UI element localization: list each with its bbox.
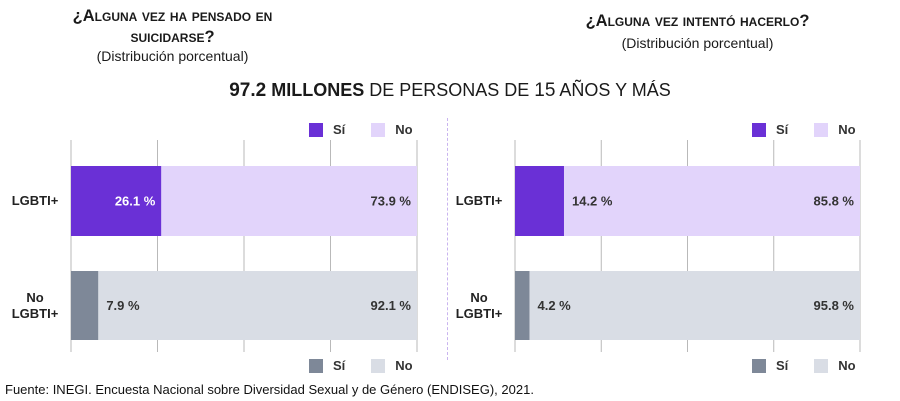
chart1-row-label-no-lgbti: No LGBTI+ — [0, 290, 70, 322]
legend-swatch-si — [752, 358, 766, 373]
legend-label-si: Sí — [333, 358, 346, 373]
headline-unit: MILLONES — [266, 80, 365, 100]
chart1-data-label-no: 73.9 % — [371, 194, 412, 209]
row-label-line2: LGBTI+ — [11, 306, 59, 321]
chart2-legend-top: Sí No — [752, 122, 856, 137]
chart1-legend-bottom: Sí No — [309, 358, 413, 373]
legend-label-no: No — [838, 358, 856, 373]
chart2-bar-si — [515, 271, 530, 340]
source-note: Fuente: INEGI. Encuesta Nacional sobre D… — [5, 382, 534, 397]
chart1-data-label-no: 92.1 % — [371, 298, 412, 313]
legend-label-si: Sí — [776, 358, 789, 373]
chart2-row-label-no-lgbti: No LGBTI+ — [444, 290, 514, 322]
chart1-data-label-si: 26.1 % — [115, 194, 156, 209]
legend-swatch-si — [309, 358, 323, 373]
chart1-subtitle: (Distribución porcentual) — [96, 48, 249, 64]
chart2-data-label-si: 4.2 % — [537, 298, 571, 313]
legend-label-no: No — [838, 122, 856, 137]
legend-swatch-no — [814, 122, 829, 137]
panel-divider — [447, 118, 448, 360]
chart2-title: ¿Alguna vez intentó hacerlo? — [505, 11, 890, 32]
row-label-line2: LGBTI+ — [455, 306, 503, 321]
legend-label-si: Sí — [776, 122, 789, 137]
chart1-data-label-si: 7.9 % — [106, 298, 140, 313]
chart2-legend-bottom: Sí No — [752, 358, 856, 373]
chart2-title-line1: ¿Alguna vez intentó hacerlo? — [585, 12, 810, 30]
headline-tail: AÑOS Y MÁS — [555, 80, 671, 100]
chart1-bar-si — [71, 166, 162, 236]
chart2-row-label-lgbti: LGBTI+ — [455, 193, 503, 208]
chart1-legend-top: Sí No — [309, 122, 413, 137]
chart1-row-label-lgbti: LGBTI+ — [11, 193, 59, 208]
legend-swatch-no — [371, 122, 386, 137]
legend-label-si: Sí — [333, 122, 346, 137]
chart2-bar-no — [563, 166, 860, 236]
chart1-title-line1: ¿Alguna vez ha pensado en — [72, 7, 273, 25]
legend-swatch-no — [814, 358, 829, 373]
chart1-title: ¿Alguna vez ha pensado en suicidarse? — [0, 6, 345, 48]
chart2-bar-no — [529, 271, 860, 340]
chart2-subtitle: (Distribución porcentual) — [621, 35, 774, 51]
legend-label-no: No — [395, 358, 413, 373]
chart2-data-label-no: 85.8 % — [814, 194, 855, 209]
legend-swatch-si — [752, 122, 766, 137]
headline-number: 97.2 — [229, 80, 267, 101]
legend-swatch-si — [309, 122, 323, 137]
chart2-data-label-si: 14.2 % — [572, 194, 613, 209]
row-label-line1: No — [470, 290, 488, 305]
chart1-bar-no — [98, 271, 418, 340]
row-label-line1: No — [26, 290, 44, 305]
population-headline: 97.2 MILLONES DE PERSONAS DE 15 AÑOS Y M… — [0, 80, 900, 102]
chart1-title-line2: suicidarse? — [130, 28, 215, 46]
legend-label-no: No — [395, 122, 413, 137]
chart2-bar-si — [515, 166, 564, 236]
chart2-data-label-no: 95.8 % — [814, 298, 855, 313]
chart1-bar-no — [161, 166, 417, 236]
headline-age: 15 — [534, 80, 556, 101]
headline-rest: DE PERSONAS DE — [364, 80, 535, 100]
legend-swatch-no — [371, 358, 386, 373]
chart1-bar-si — [71, 271, 99, 340]
